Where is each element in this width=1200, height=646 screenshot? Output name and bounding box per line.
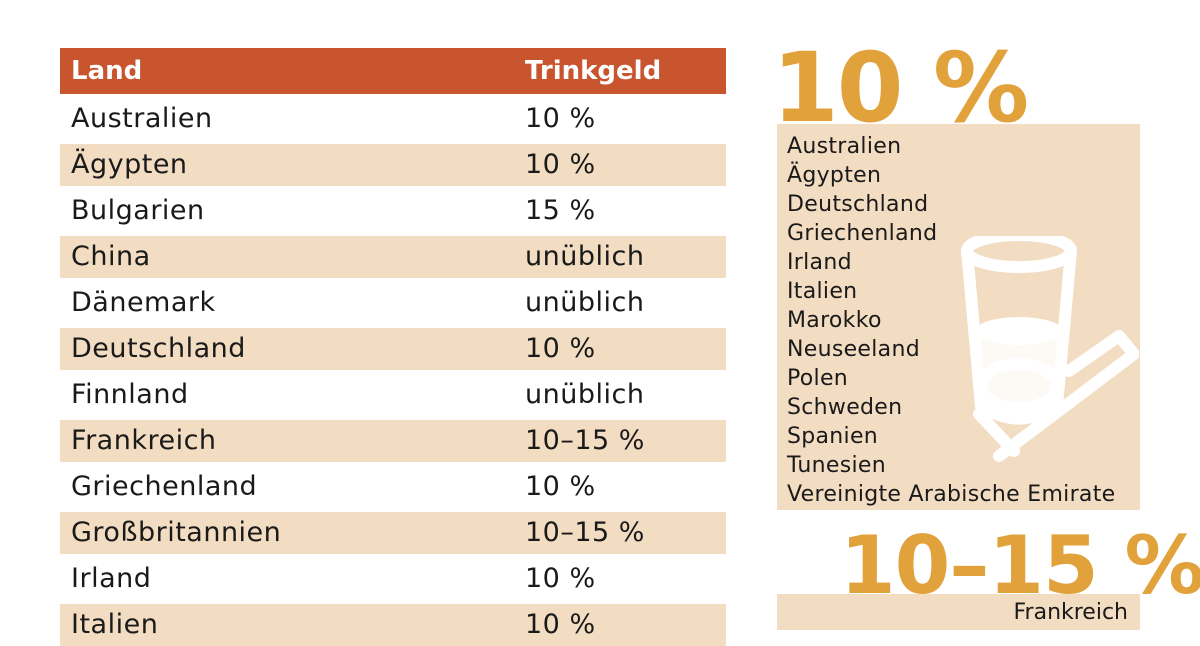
list-item: Irland	[787, 250, 852, 275]
table-row: Italien 10 %	[60, 604, 726, 646]
row-tip: 10 %	[525, 149, 596, 180]
panel-10-heading: 10 %	[772, 32, 1029, 144]
list-item: Tunesien	[787, 453, 886, 478]
glass-icon	[961, 236, 1139, 462]
row-country: Griechenland	[71, 471, 258, 502]
table-row: Australien 10 %	[60, 98, 726, 140]
table-row: Bulgarien 15 %	[60, 190, 726, 232]
list-item: Ägypten	[787, 163, 882, 188]
table-row: Ägypten 10 %	[60, 144, 726, 186]
row-tip: 10 %	[525, 333, 596, 364]
list-item: Deutschland	[787, 192, 929, 217]
list-item: Italien	[787, 279, 858, 304]
table-header: Land Trinkgeld	[60, 48, 726, 94]
panel-10-box: Australien Ägypten Deutschland Griechenland…	[777, 124, 1140, 510]
table-row: China unüblich	[60, 236, 726, 278]
row-country: Frankreich	[71, 425, 217, 456]
list-item: Vereinigte Arabische Emirate	[787, 482, 1116, 507]
panel-10-15-heading: 10–15 %	[840, 519, 1200, 612]
table-row: Dänemark unüblich	[60, 282, 726, 324]
list-item: Polen	[787, 366, 849, 391]
list-item: Marokko	[787, 308, 882, 333]
row-country: Deutschland	[71, 333, 246, 364]
row-tip: 10 %	[525, 609, 596, 640]
row-tip: 15 %	[525, 195, 596, 226]
panel-10-15-box: Frankreich	[777, 594, 1140, 630]
list-item: Schweden	[787, 395, 903, 420]
row-tip: 10–15 %	[525, 425, 645, 456]
title-strip	[0, 0, 1200, 10]
row-tip: 10–15 %	[525, 517, 645, 548]
list-item: Griechenland	[787, 221, 938, 246]
row-tip: unüblich	[525, 241, 645, 272]
row-country: China	[71, 241, 151, 272]
panel-10-list: Australien Ägypten Deutschland Griechenland…	[777, 124, 1140, 509]
row-tip: 10 %	[525, 103, 596, 134]
row-tip: unüblich	[525, 287, 645, 318]
row-country: Irland	[71, 563, 152, 594]
row-country: Finnland	[71, 379, 189, 410]
list-item: Australien	[787, 134, 902, 159]
row-tip: unüblich	[525, 379, 645, 410]
row-country: Bulgarien	[71, 195, 205, 226]
list-item: Spanien	[787, 424, 879, 449]
header-land: Land	[71, 56, 143, 86]
header-trinkgeld: Trinkgeld	[525, 56, 662, 86]
table-row: Deutschland 10 %	[60, 328, 726, 370]
row-tip: 10 %	[525, 563, 596, 594]
row-country: Großbritannien	[71, 517, 282, 548]
table-row: Frankreich 10–15 %	[60, 420, 726, 462]
row-country: Australien	[71, 103, 213, 134]
row-tip: 10 %	[525, 471, 596, 502]
panel-10-15-item: Frankreich	[1013, 600, 1128, 625]
row-country: Dänemark	[71, 287, 216, 318]
table-row: Großbritannien 10–15 %	[60, 512, 726, 554]
table-row: Finnland unüblich	[60, 374, 726, 416]
table-row: Irland 10 %	[60, 558, 726, 600]
row-country: Italien	[71, 609, 159, 640]
table-row: Griechenland 10 %	[60, 466, 726, 508]
tip-table: Land Trinkgeld Australien 10 % Ägypten 10 %…	[60, 48, 726, 646]
row-country: Ägypten	[71, 149, 188, 180]
list-item: Neuseeland	[787, 337, 920, 362]
